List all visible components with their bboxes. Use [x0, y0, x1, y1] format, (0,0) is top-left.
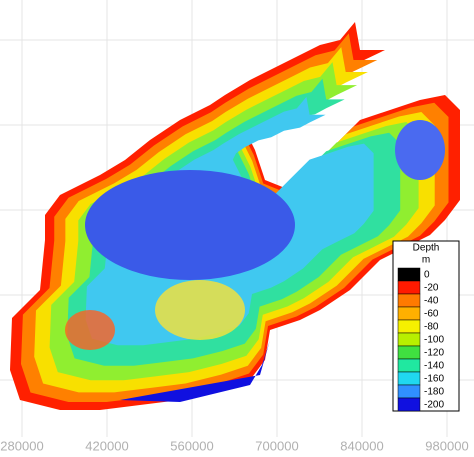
legend-label: -160	[424, 374, 444, 385]
x-axis: 280000 420000 560000 700000 840000 980000	[0, 438, 468, 453]
legend-swatch	[397, 319, 421, 334]
x-tick-label: 700000	[255, 438, 298, 453]
legend-swatch	[397, 384, 421, 399]
legend-swatch	[397, 267, 421, 282]
legend-swatch	[397, 397, 421, 412]
x-tick-label: 840000	[340, 438, 383, 453]
legend-title: Depth	[413, 243, 440, 254]
legend-label: -120	[424, 348, 444, 359]
legend: Depth m 0 -20 -40 -60 -80 -100 -120 -140 -160 -18…	[392, 240, 460, 412]
legend-label: -60	[424, 309, 439, 320]
legend-swatch	[397, 280, 421, 295]
legend-label: -180	[424, 387, 444, 398]
legend-swatch	[397, 371, 421, 386]
legend-label: -20	[424, 283, 439, 294]
legend-swatch	[397, 345, 421, 360]
legend-label: -200	[424, 400, 444, 411]
legend-label: -100	[424, 335, 444, 346]
legend-label: -80	[424, 322, 439, 333]
legend-swatch	[397, 358, 421, 373]
legend-swatch	[397, 332, 421, 347]
x-tick-label: 980000	[425, 438, 468, 453]
legend-label: 0	[424, 270, 430, 281]
legend-label: -140	[424, 361, 444, 372]
legend-label: -40	[424, 296, 439, 307]
x-tick-label: 280000	[0, 438, 43, 453]
legend-swatch	[397, 293, 421, 308]
bathymetry-mesh	[10, 22, 460, 410]
legend-unit: m	[422, 255, 430, 266]
x-tick-label: 420000	[85, 438, 128, 453]
x-tick-label: 560000	[170, 438, 213, 453]
legend-swatch	[397, 306, 421, 321]
